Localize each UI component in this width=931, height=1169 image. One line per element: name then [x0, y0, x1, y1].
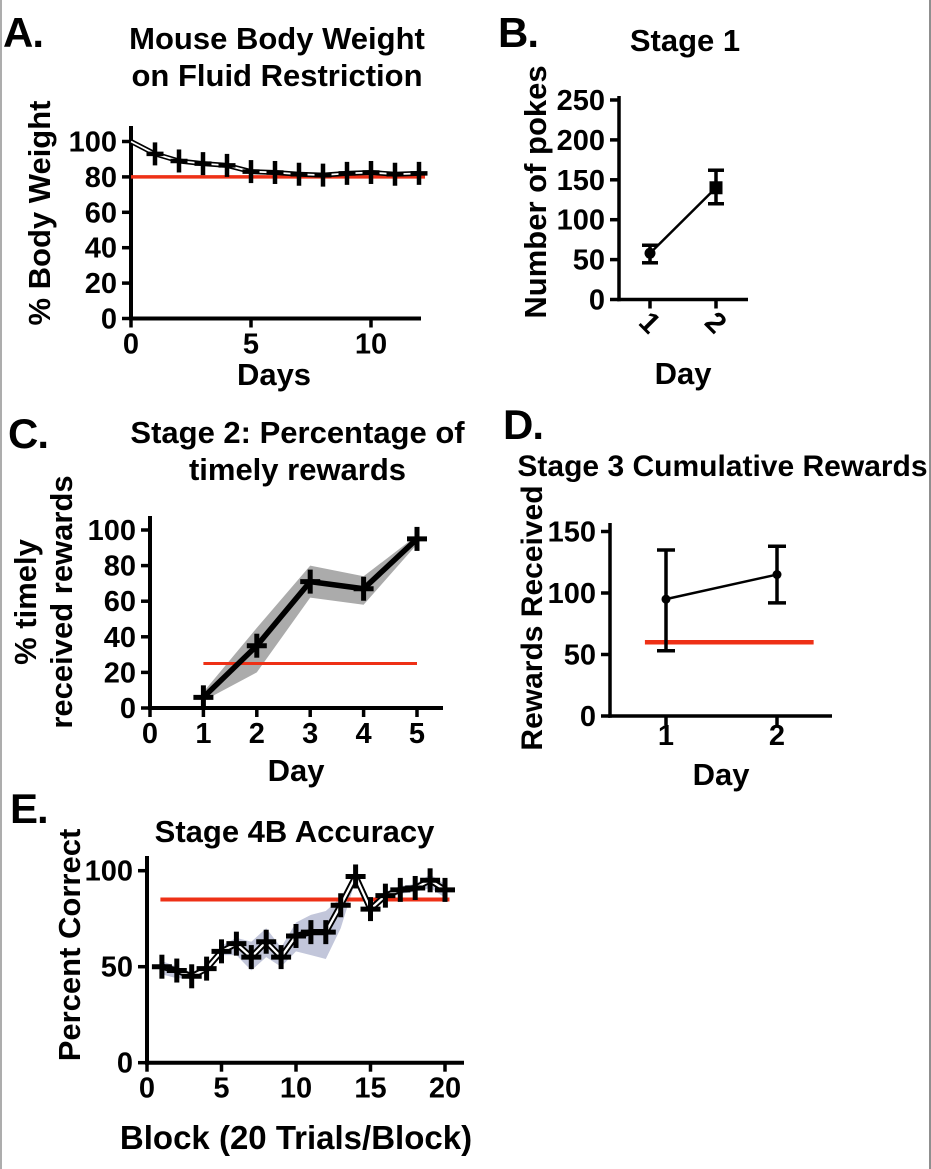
panel-a-x-axis-title: Days — [236, 357, 312, 392]
x-tick-label: 5 — [243, 329, 259, 361]
panel-e-label: E. — [10, 785, 49, 832]
x-tick-label: 10 — [355, 329, 387, 361]
panel-d-x-axis-title: Day — [692, 757, 750, 792]
panel-b-label: B. — [498, 9, 539, 56]
x-tick-label: 1 — [658, 720, 674, 752]
x-tick-label: 1 — [195, 718, 211, 750]
x-tick-label: 0 — [142, 718, 158, 750]
y-tick-label: 100 — [557, 205, 605, 237]
panel-d-y-axis-title: Rewards Received — [516, 485, 549, 751]
panel-c-x-axis-title: Day — [267, 753, 325, 788]
panel-b-title: Stage 1 — [585, 22, 785, 59]
x-tick-label: 20 — [429, 1073, 461, 1105]
y-tick-label: 60 — [85, 197, 117, 229]
y-tick-label: 20 — [85, 268, 117, 300]
square-marker — [709, 181, 723, 195]
panel-d-label: D. — [503, 401, 544, 448]
chart-panel-b: 0 50 100 150 200 250 1 2 — [557, 85, 748, 340]
panel-c-title-line-1: Stage 2: Percentage of — [130, 415, 465, 450]
panel-c-title: Stage 2: Percentage of timely rewards — [120, 414, 475, 488]
y-tick-label: 100 — [548, 578, 596, 610]
panel-a-label: A. — [3, 9, 44, 56]
error-band — [161, 872, 445, 979]
y-tick-label: 100 — [88, 515, 136, 547]
x-tick-label: 2 — [698, 306, 732, 340]
x-tick-label: 5 — [213, 1073, 229, 1105]
y-tick-label: 40 — [104, 622, 136, 654]
y-tick-label: 20 — [104, 657, 136, 689]
y-tick-label: 0 — [101, 304, 117, 336]
panel-c-title-line-2: timely rewards — [188, 452, 407, 487]
x-tick-label: 2 — [249, 718, 265, 750]
y-tick-label: 50 — [564, 640, 596, 672]
y-tick-label: 0 — [120, 693, 136, 725]
chart-panel-e: 0 50 100 0 5 10 15 20 — [85, 856, 464, 1105]
y-tick-label: 150 — [548, 517, 596, 549]
panel-a-title-line-2: on Fluid Restriction — [131, 58, 423, 93]
y-tick-label: 0 — [580, 701, 596, 733]
panel-c-label: C. — [8, 410, 49, 457]
panel-e-title-line-1: Stage 4B Accuracy — [154, 814, 435, 849]
y-tick-label: 150 — [557, 165, 605, 197]
panel-a-title-line-1: Mouse Body Weight — [129, 21, 425, 56]
x-tick-label: 3 — [302, 718, 318, 750]
data-line — [649, 186, 717, 255]
error-band — [203, 535, 417, 701]
y-tick-label: 50 — [573, 245, 605, 277]
y-tick-label: 50 — [101, 952, 133, 984]
circle-marker — [661, 594, 671, 604]
panel-a-y-axis-title: % Body Weight — [22, 100, 57, 326]
chart-panel-d: 0 50 100 150 1 2 — [548, 517, 832, 752]
panel-e-x-axis-title: Block (20 Trials/Block) — [119, 1119, 473, 1156]
data-line — [665, 573, 778, 601]
x-tick-label: 5 — [409, 718, 425, 750]
panel-c-y-axis-title: % timely received rewards — [8, 442, 80, 762]
x-tick-label: 2 — [769, 720, 785, 752]
x-tick-label: 15 — [354, 1073, 386, 1105]
y-tick-label: 40 — [85, 233, 117, 265]
y-tick-label: 100 — [69, 127, 117, 159]
y-tick-label: 250 — [557, 85, 605, 117]
x-tick-label: 10 — [280, 1073, 312, 1105]
x-tick-label: 1 — [632, 306, 666, 340]
panel-d-title-line-1: Stage 3 Cumulative Rewards — [517, 450, 928, 483]
y-tick-label: 80 — [104, 551, 136, 583]
y-tick-label: 0 — [117, 1048, 133, 1080]
panel-b-y-axis-title: Number of pokes — [518, 65, 553, 319]
panel-a-title: Mouse Body Weight on Fluid Restriction — [112, 20, 442, 94]
circle-marker — [772, 570, 782, 580]
panel-e-title: Stage 4B Accuracy — [122, 813, 467, 850]
panel-e-y-axis-title: Percent Correct — [52, 828, 87, 1062]
x-tick-label: 4 — [356, 718, 372, 750]
x-tick-label: 0 — [123, 329, 139, 361]
x-tick-label: 0 — [139, 1073, 155, 1105]
panel-c-y-axis-title-line-2: received rewards — [44, 475, 79, 729]
panel-d-title: Stage 3 Cumulative Rewards — [510, 448, 929, 485]
panel-b-x-axis-title: Day — [654, 356, 712, 391]
y-tick-label: 0 — [589, 285, 605, 317]
y-tick-label: 80 — [85, 162, 117, 194]
y-tick-label: 200 — [557, 125, 605, 157]
y-tick-label: 100 — [85, 856, 133, 888]
panel-b-title-line-1: Stage 1 — [629, 23, 741, 58]
circle-marker — [644, 247, 656, 259]
panel-c-y-axis-title-line-1: % timely — [8, 539, 43, 665]
y-tick-label: 60 — [104, 586, 136, 618]
